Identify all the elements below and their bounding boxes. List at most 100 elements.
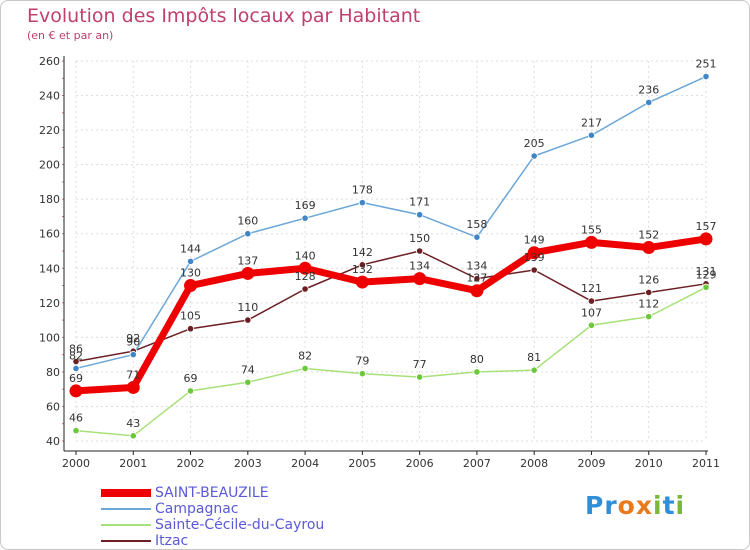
logo-letter: x — [635, 491, 653, 520]
data-label: 81 — [527, 351, 541, 364]
series-line-sainte-c-cile-du-cayrou — [75, 286, 707, 437]
data-point — [416, 247, 424, 255]
data-point — [298, 261, 312, 275]
data-label: 105 — [180, 310, 201, 323]
legend-swatch — [101, 540, 151, 542]
data-label: 132 — [352, 263, 373, 276]
x-tick-label: 2006 — [406, 457, 434, 470]
y-tick-label: 200 — [39, 159, 60, 172]
data-point — [358, 261, 366, 269]
data-label: 134 — [409, 260, 430, 273]
x-tick-label: 2011 — [692, 457, 720, 470]
data-point — [184, 279, 198, 293]
data-label: 92 — [126, 332, 140, 345]
data-point — [301, 364, 309, 373]
x-tick-label: 2008 — [520, 457, 548, 470]
data-label: 74 — [241, 363, 255, 376]
data-label: 110 — [237, 301, 258, 314]
data-label: 149 — [524, 234, 545, 247]
y-tick-label: 160 — [39, 228, 60, 241]
data-label: 80 — [470, 353, 484, 366]
data-label: 155 — [581, 223, 602, 236]
data-label: 169 — [295, 199, 316, 212]
data-point — [645, 313, 653, 321]
data-label: 236 — [638, 83, 659, 96]
data-point — [530, 366, 538, 374]
y-tick-label: 120 — [39, 297, 60, 310]
chart-title: Evolution des Impôts locaux par Habitant — [27, 5, 421, 27]
logo-letter: i — [675, 491, 686, 520]
data-point — [301, 214, 309, 222]
data-label: 171 — [409, 196, 430, 209]
y-tick-label: 100 — [39, 331, 60, 344]
x-tick-label: 2003 — [234, 457, 262, 470]
data-label: 205 — [524, 137, 545, 150]
data-label: 131 — [696, 265, 717, 278]
legend-swatch — [101, 524, 151, 526]
data-label: 77 — [413, 358, 427, 371]
data-label: 82 — [69, 349, 83, 362]
data-label: 134 — [466, 260, 487, 273]
logo-letter: r — [604, 491, 618, 520]
y-tick-label: 80 — [46, 366, 60, 379]
data-point — [241, 266, 255, 280]
data-label: 121 — [581, 282, 602, 295]
data-label: 251 — [696, 58, 717, 71]
data-point — [587, 297, 596, 305]
data-label: 157 — [696, 220, 717, 233]
data-point — [69, 384, 83, 398]
y-tick-label: 220 — [39, 124, 60, 137]
data-point — [473, 275, 481, 283]
data-label: 46 — [69, 412, 83, 425]
data-label: 79 — [355, 355, 369, 368]
x-tick-label: 2002 — [177, 457, 205, 470]
data-label: 158 — [466, 218, 487, 231]
logo-letter: o — [617, 491, 636, 520]
data-point — [72, 364, 80, 373]
data-point — [702, 72, 710, 81]
data-point — [72, 357, 80, 366]
data-label: 137 — [237, 254, 258, 267]
data-label: 217 — [581, 116, 602, 129]
data-label: 128 — [295, 270, 316, 283]
data-point — [244, 378, 252, 386]
series-line-itzac — [75, 250, 707, 363]
data-point — [129, 432, 137, 440]
x-tick-label: 2005 — [348, 457, 376, 470]
data-label: 86 — [69, 343, 83, 356]
chart-subtitle: (en € et par an) — [27, 29, 114, 42]
data-point — [530, 152, 538, 160]
x-tick-label: 2009 — [577, 457, 605, 470]
data-label: 142 — [352, 246, 373, 259]
data-label: 43 — [126, 417, 140, 430]
data-point — [530, 266, 538, 274]
y-tick-label: 40 — [46, 435, 60, 448]
data-point — [587, 131, 596, 139]
data-point — [244, 316, 252, 324]
data-point — [470, 284, 484, 298]
data-point — [587, 321, 596, 329]
legend-label: Campagnac — [155, 501, 239, 517]
data-point — [186, 325, 195, 333]
data-label: 144 — [180, 242, 201, 255]
y-tick-label: 240 — [39, 90, 60, 103]
legend-label: SAINT-BEAUZILE — [155, 485, 269, 501]
legend-swatch — [101, 508, 151, 510]
data-label: 126 — [638, 273, 659, 286]
data-label: 71 — [126, 368, 140, 381]
x-tick-label: 2010 — [635, 457, 663, 470]
data-label: 90 — [126, 336, 140, 349]
x-tick-label: 2000 — [62, 457, 90, 470]
data-label: 152 — [638, 229, 659, 242]
data-point — [645, 288, 653, 297]
data-point — [699, 232, 713, 246]
data-point — [527, 246, 541, 260]
x-tick-label: 2007 — [463, 457, 491, 470]
legend-swatch — [101, 489, 151, 497]
legend-label: Sainte-Cécile-du-Cayrou — [155, 517, 325, 533]
data-label: 69 — [69, 372, 83, 385]
data-point — [416, 373, 424, 381]
x-tick-label: 2004 — [291, 457, 319, 470]
legend-label: Itzac — [155, 533, 189, 549]
